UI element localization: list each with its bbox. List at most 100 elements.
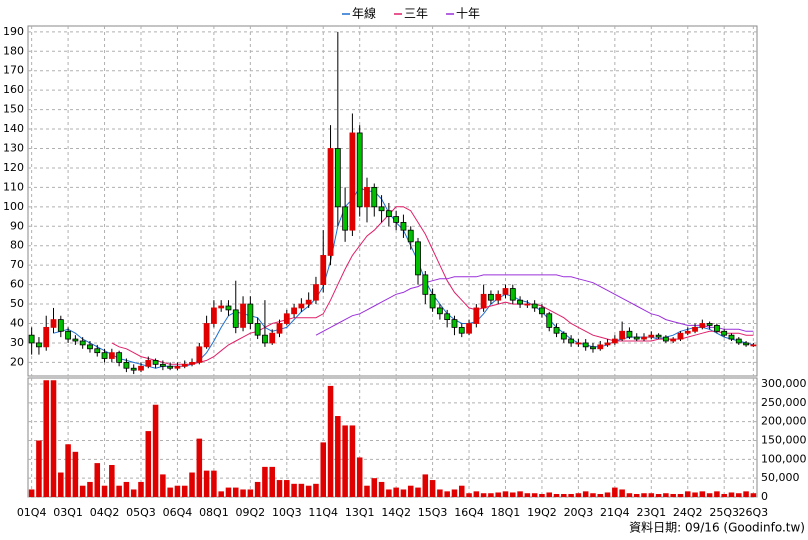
candle-body (451, 319, 458, 328)
candle-body (240, 303, 246, 328)
candle-body (28, 334, 35, 344)
candle-body (560, 332, 567, 340)
volume-bar (743, 491, 749, 497)
volume-bar (87, 481, 93, 497)
candle-body (210, 307, 217, 324)
candle-body (232, 309, 239, 328)
candle-body (65, 330, 71, 340)
candle-body (407, 229, 414, 243)
candle-body (641, 336, 647, 340)
candle-body (254, 323, 261, 336)
volume-bar (254, 481, 261, 497)
candle-body (495, 293, 502, 301)
y-tick-label: 150 (3, 103, 24, 116)
volume-bar (699, 491, 706, 497)
candle-body (203, 323, 210, 348)
candle-body (626, 330, 633, 338)
x-tick-label: 09Q2 (236, 506, 266, 519)
volume-bar (473, 491, 480, 497)
volume-bar (276, 480, 283, 497)
volume-bar (684, 491, 691, 497)
volume-bar (451, 489, 458, 497)
x-tick-label: 11Q4 (308, 506, 338, 519)
candle-body (531, 303, 538, 309)
candle-body (138, 365, 144, 371)
volume-tick-label: 200,000 (761, 415, 807, 428)
volume-bar (211, 470, 217, 497)
candle-body (677, 332, 684, 340)
volume-bar (65, 444, 71, 497)
candle-body (684, 330, 691, 334)
x-tick-label: 03Q1 (53, 506, 83, 519)
candle-body (509, 288, 516, 301)
candle-body (181, 363, 188, 367)
volume-bar (109, 464, 115, 497)
volume-bar (43, 380, 49, 497)
candle-body (57, 319, 64, 332)
volume-bar (582, 491, 589, 497)
volume-bar (597, 493, 604, 497)
candle-body (539, 307, 545, 315)
y-tick-label: 30 (10, 336, 24, 349)
candle-body (262, 334, 268, 344)
candle-body (189, 361, 195, 365)
candle-body (568, 338, 575, 344)
y-tick-label: 160 (3, 83, 24, 96)
candle-body (517, 299, 523, 305)
candle-body (743, 342, 749, 346)
volume-bar (28, 489, 35, 497)
candle-body (429, 293, 436, 309)
ma-line (315, 274, 754, 336)
volume-bar (736, 493, 742, 497)
volume-bar (145, 431, 152, 497)
x-tick-label: 21Q4 (600, 506, 630, 519)
y-tick-label: 110 (3, 180, 24, 193)
volume-tick-label: 100,000 (761, 452, 807, 465)
volume-bar (466, 493, 472, 497)
x-tick-label: 20Q3 (564, 506, 594, 519)
volume-bar (415, 487, 421, 497)
volume-bar (407, 485, 414, 497)
volume-bar (626, 493, 633, 497)
volume-bar (356, 457, 363, 497)
volume-bar (677, 493, 684, 497)
volume-bar (612, 487, 618, 497)
candle-body (692, 326, 698, 332)
volume-bar (422, 474, 429, 497)
volume-bar (225, 487, 232, 497)
candle-body (276, 323, 283, 334)
candle-body (101, 352, 108, 359)
volume-tick-label: 50,000 (761, 471, 800, 484)
volume-bar (386, 489, 392, 497)
candle-body (327, 148, 334, 256)
candle-body (458, 326, 465, 334)
candle-body (670, 338, 677, 342)
volume-bar (218, 491, 224, 497)
volume-bar (342, 425, 348, 497)
candle-body (108, 352, 115, 359)
candle-body (145, 360, 152, 367)
ma-line (111, 206, 754, 365)
volume-bar (539, 493, 545, 497)
y-tick-label: 170 (3, 64, 24, 77)
volume-bar (655, 493, 662, 497)
volume-bar (510, 492, 516, 497)
y-tick-label: 20 (10, 355, 24, 368)
candle-body (488, 293, 494, 301)
volume-bar (167, 487, 173, 497)
candle-body (699, 323, 706, 328)
candle-body (356, 132, 363, 208)
candle-body (364, 186, 370, 208)
volume-bar (349, 425, 356, 497)
volume-bar (553, 493, 560, 497)
candle-body (334, 148, 341, 208)
volume-bar (298, 483, 305, 497)
volume-bar (72, 451, 79, 497)
volume-bar (721, 493, 727, 497)
volume-bar (160, 474, 166, 497)
candle-body (415, 241, 421, 276)
candle-body (393, 216, 400, 223)
candle-body (130, 367, 137, 371)
x-tick-label: 23Q1 (636, 506, 666, 519)
